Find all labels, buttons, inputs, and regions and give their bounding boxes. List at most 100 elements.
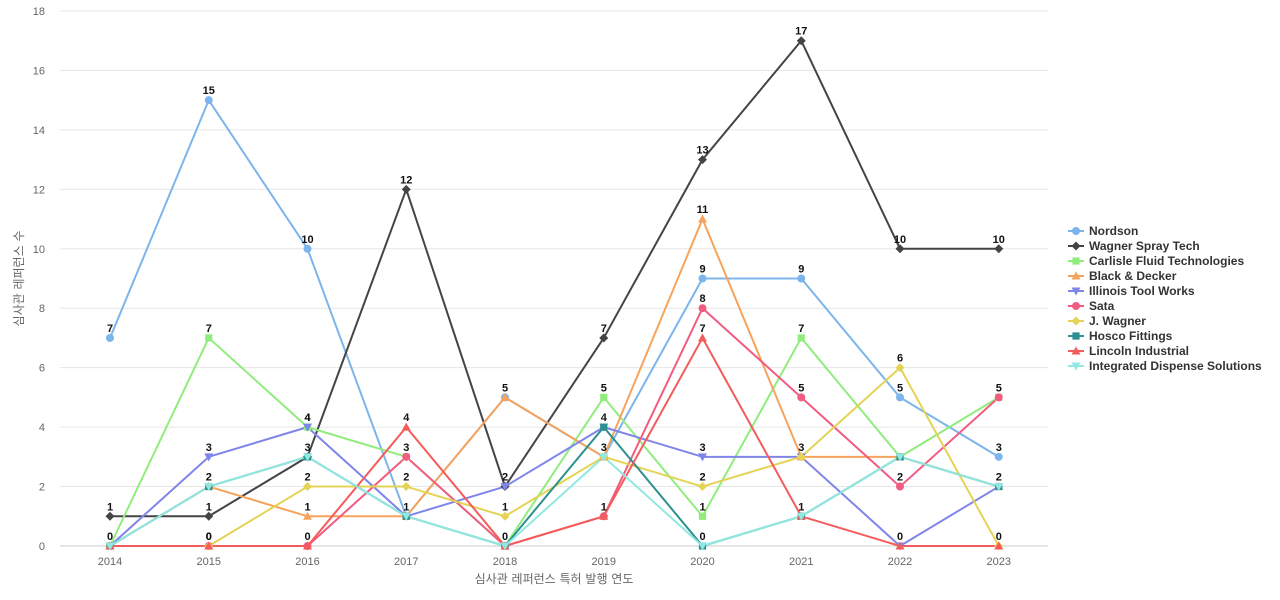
data-point-lincoln-industrial[interactable] bbox=[599, 511, 609, 520]
legend-item-hosco-fittings[interactable]: Hosco Fittings bbox=[1068, 329, 1173, 343]
data-point-black-decker[interactable] bbox=[500, 392, 510, 401]
data-point-sata[interactable] bbox=[402, 452, 411, 461]
legend-marker-black-decker bbox=[1071, 271, 1081, 280]
data-label-illinois-tool-works: 3 bbox=[699, 442, 705, 454]
data-point-j-wagner[interactable] bbox=[401, 482, 411, 492]
data-point-wagner-spray-tech[interactable] bbox=[994, 244, 1004, 254]
series-line-lincoln-industrial[interactable] bbox=[109, 336, 1000, 547]
y-tick-label: 14 bbox=[33, 125, 45, 137]
data-point-illinois-tool-works[interactable] bbox=[698, 453, 707, 462]
data-point-nordson[interactable] bbox=[303, 244, 312, 253]
data-label-lincoln-industrial: 0 bbox=[206, 531, 212, 543]
data-point-wagner-spray-tech[interactable] bbox=[895, 244, 905, 254]
data-point-integrated-dispense-solutions[interactable] bbox=[796, 512, 806, 521]
data-label-carlisle-fluid-technologies: 7 bbox=[206, 323, 212, 335]
data-point-wagner-spray-tech[interactable] bbox=[698, 155, 707, 165]
data-point-carlisle-fluid-technologies[interactable] bbox=[205, 334, 213, 342]
data-label-nordson: 10 bbox=[301, 234, 313, 246]
data-point-illinois-tool-works[interactable] bbox=[500, 483, 510, 492]
data-point-integrated-dispense-solutions[interactable] bbox=[895, 453, 905, 462]
data-label-wagner-spray-tech: 1 bbox=[107, 501, 113, 513]
data-point-integrated-dispense-solutions[interactable] bbox=[105, 542, 115, 551]
legend-item-black-decker[interactable]: Black & Decker bbox=[1068, 269, 1177, 283]
data-point-wagner-spray-tech[interactable] bbox=[204, 511, 214, 521]
y-tick-label: 2 bbox=[39, 482, 45, 494]
data-label-wagner-spray-tech: 10 bbox=[993, 234, 1005, 246]
data-point-illinois-tool-works[interactable] bbox=[303, 423, 312, 432]
y-tick-label: 10 bbox=[33, 244, 45, 256]
series-line-black-decker[interactable] bbox=[109, 218, 1000, 547]
data-point-black-decker[interactable] bbox=[303, 511, 312, 520]
data-label-sata: 2 bbox=[897, 472, 903, 484]
data-point-carlisle-fluid-technologies[interactable] bbox=[600, 393, 608, 401]
data-point-lincoln-industrial[interactable] bbox=[895, 541, 905, 550]
data-point-lincoln-industrial[interactable] bbox=[994, 541, 1004, 550]
data-point-black-decker[interactable] bbox=[698, 214, 707, 223]
data-point-wagner-spray-tech[interactable] bbox=[796, 36, 806, 46]
legend-item-sata[interactable]: Sata bbox=[1068, 299, 1115, 313]
data-point-carlisle-fluid-technologies[interactable] bbox=[698, 512, 707, 520]
data-point-sata[interactable] bbox=[994, 393, 1003, 402]
data-label-wagner-spray-tech: 10 bbox=[894, 234, 906, 246]
data-point-lincoln-industrial[interactable] bbox=[303, 541, 312, 550]
data-label-nordson: 15 bbox=[203, 85, 215, 97]
data-point-wagner-spray-tech[interactable] bbox=[599, 333, 609, 343]
legend-item-wagner-spray-tech[interactable]: Wagner Spray Tech bbox=[1068, 239, 1200, 253]
legend-item-illinois-tool-works[interactable]: Illinois Tool Works bbox=[1068, 284, 1195, 298]
data-point-integrated-dispense-solutions[interactable] bbox=[303, 453, 312, 462]
data-point-j-wagner[interactable] bbox=[796, 452, 806, 462]
legend-marker-illinois-tool-works bbox=[1071, 287, 1081, 296]
data-point-wagner-spray-tech[interactable] bbox=[401, 184, 411, 194]
data-point-nordson[interactable] bbox=[797, 274, 806, 283]
legend-item-j-wagner[interactable]: J. Wagner bbox=[1068, 314, 1146, 328]
data-point-nordson[interactable] bbox=[204, 96, 213, 105]
series-line-carlisle-fluid-technologies[interactable] bbox=[109, 336, 1000, 547]
data-point-integrated-dispense-solutions[interactable] bbox=[599, 453, 609, 462]
legend-item-nordson[interactable]: Nordson bbox=[1068, 224, 1138, 238]
data-label-black-decker: 1 bbox=[403, 501, 409, 513]
data-label-wagner-spray-tech: 1 bbox=[206, 501, 212, 513]
data-point-sata[interactable] bbox=[896, 482, 904, 491]
y-tick-label: 6 bbox=[39, 363, 45, 375]
data-point-integrated-dispense-solutions[interactable] bbox=[204, 483, 214, 492]
legend-label-black-decker: Black & Decker bbox=[1089, 269, 1177, 283]
data-point-lincoln-industrial[interactable] bbox=[698, 333, 707, 342]
data-point-illinois-tool-works[interactable] bbox=[204, 453, 214, 462]
data-point-hosco-fittings[interactable] bbox=[600, 423, 608, 431]
data-label-black-decker: 11 bbox=[697, 204, 709, 216]
series-line-illinois-tool-works[interactable] bbox=[109, 426, 1000, 547]
data-point-nordson[interactable] bbox=[994, 452, 1003, 461]
legend-marker-j-wagner bbox=[1071, 316, 1081, 326]
data-label-wagner-spray-tech: 12 bbox=[400, 174, 412, 186]
series-line-integrated-dispense-solutions[interactable] bbox=[109, 455, 1000, 547]
data-point-j-wagner[interactable] bbox=[698, 482, 707, 492]
data-point-wagner-spray-tech[interactable] bbox=[105, 511, 115, 521]
data-point-integrated-dispense-solutions[interactable] bbox=[401, 512, 411, 521]
data-point-j-wagner[interactable] bbox=[895, 363, 905, 373]
data-label-wagner-spray-tech: 7 bbox=[601, 323, 607, 335]
data-point-j-wagner[interactable] bbox=[500, 511, 510, 521]
legend-marker-sata bbox=[1072, 302, 1080, 310]
data-point-integrated-dispense-solutions[interactable] bbox=[994, 483, 1004, 492]
data-point-sata[interactable] bbox=[698, 304, 707, 313]
data-point-nordson[interactable] bbox=[106, 333, 114, 342]
data-label-sata: 3 bbox=[403, 442, 409, 454]
data-point-integrated-dispense-solutions[interactable] bbox=[500, 542, 510, 551]
data-point-nordson[interactable] bbox=[896, 393, 904, 402]
x-tick-label: 2020 bbox=[690, 556, 714, 568]
data-point-carlisle-fluid-technologies[interactable] bbox=[797, 334, 805, 342]
legend-item-carlisle-fluid-technologies[interactable]: Carlisle Fluid Technologies bbox=[1068, 254, 1244, 268]
data-label-sata: 5 bbox=[798, 382, 804, 394]
data-point-j-wagner[interactable] bbox=[303, 482, 312, 492]
series-line-wagner-spray-tech[interactable] bbox=[109, 39, 1000, 518]
legend-item-integrated-dispense-solutions[interactable]: Integrated Dispense Solutions bbox=[1068, 359, 1262, 373]
data-point-nordson[interactable] bbox=[698, 274, 707, 283]
data-point-integrated-dispense-solutions[interactable] bbox=[698, 542, 707, 551]
data-point-lincoln-industrial[interactable] bbox=[401, 422, 411, 431]
data-point-sata[interactable] bbox=[797, 393, 806, 402]
legend-item-lincoln-industrial[interactable]: Lincoln Industrial bbox=[1068, 344, 1189, 358]
data-point-lincoln-industrial[interactable] bbox=[204, 541, 214, 550]
